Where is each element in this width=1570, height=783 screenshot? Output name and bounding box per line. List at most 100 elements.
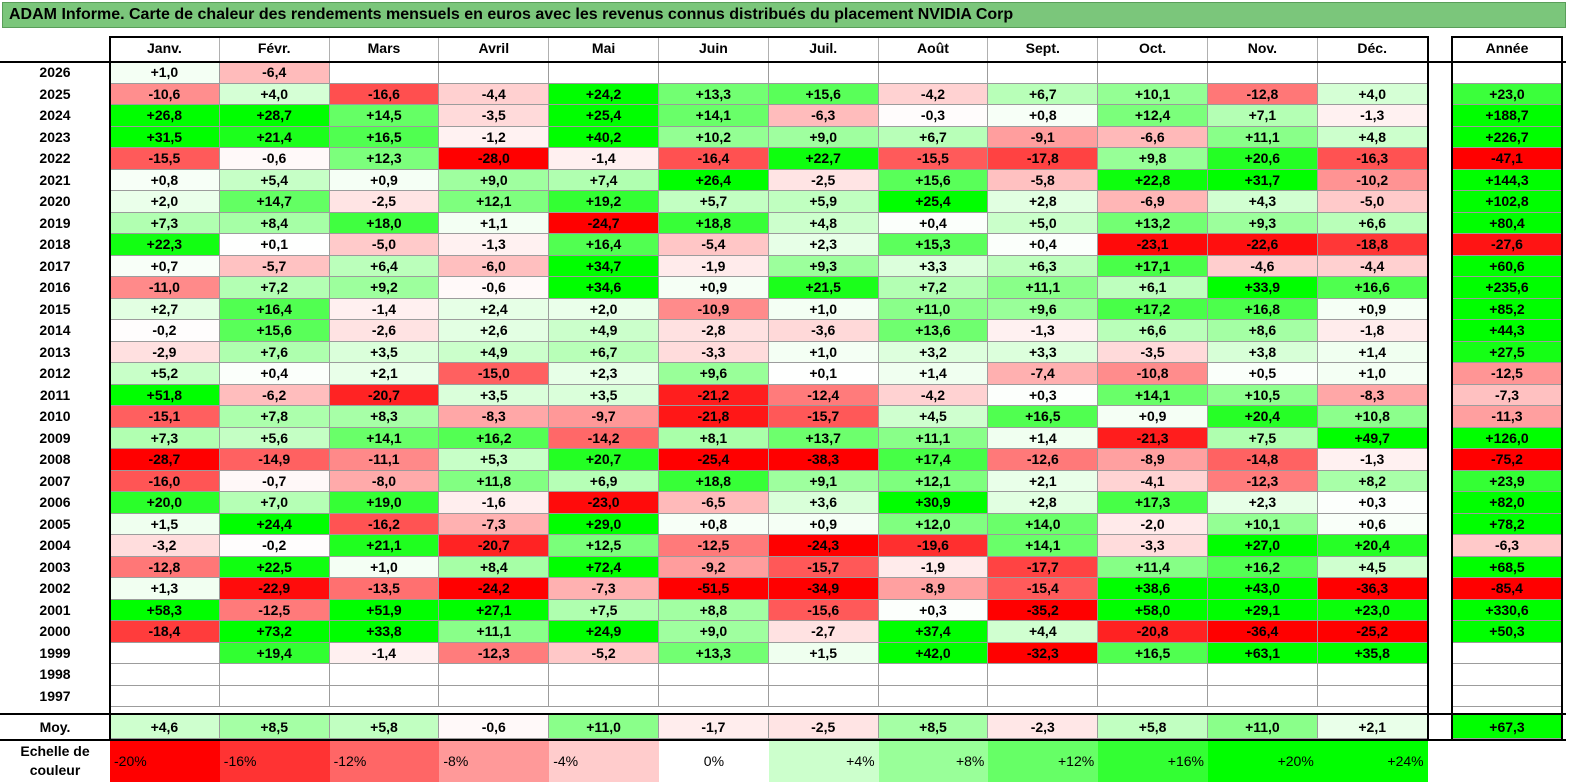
heatmap-cell	[329, 62, 440, 84]
annual-cell	[1452, 664, 1562, 686]
heatmap-cell: -7,3	[439, 513, 550, 535]
heatmap-cell: -8,3	[439, 406, 550, 428]
heatmap-cell: +0,1	[219, 234, 330, 256]
heatmap-cell: +20,7	[549, 449, 659, 471]
heatmap-cell: +3,2	[878, 341, 989, 363]
heatmap-cell: +1,3	[110, 578, 220, 600]
heatmap-cell: -14,2	[549, 427, 659, 449]
month-header: Janv.	[110, 37, 220, 61]
heatmap-cell: +25,4	[878, 191, 989, 213]
heatmap-cell: -0,6	[439, 277, 550, 299]
year-label: 2020	[39, 193, 71, 209]
color-scale-step: +4%	[768, 741, 879, 782]
average-divider-top	[0, 713, 1566, 715]
heatmap-cell: +0,3	[878, 599, 989, 621]
heatmap-cell: +0,1	[768, 363, 879, 385]
annual-cell: +60,6	[1452, 255, 1562, 277]
year-label: 2018	[39, 236, 71, 252]
heatmap-cell: +4,9	[439, 341, 550, 363]
heatmap-cell: +9,1	[768, 470, 879, 492]
annual-cell: +235,6	[1452, 277, 1562, 299]
heatmap-cell: +73,2	[219, 621, 330, 643]
year-label: 2014	[39, 322, 71, 338]
year-label: 2025	[39, 85, 71, 102]
heatmap-cell: +7,4	[549, 169, 659, 191]
heatmap-cell: -22,9	[219, 578, 330, 600]
heatmap-cell: +7,3	[110, 212, 220, 234]
report-title: ADAM Informe. Carte de chaleur des rende…	[2, 2, 1566, 28]
heatmap-cell: +58,0	[1098, 599, 1208, 621]
heatmap-cell: +20,4	[1317, 535, 1428, 557]
heatmap-cell: +22,7	[768, 148, 879, 170]
heatmap-cell: -15,5	[110, 148, 220, 170]
year-label: 2009	[39, 429, 71, 446]
heatmap-cell	[1208, 664, 1318, 686]
heatmap-cell: -1,4	[329, 298, 440, 320]
heatmap-cell: -32,3	[988, 642, 1099, 664]
heatmap-cell: +5,0	[988, 212, 1099, 234]
heatmap-cell: +23,0	[1317, 599, 1428, 621]
year-label: 1999	[39, 644, 71, 661]
heatmap-cell: +22,5	[219, 556, 330, 578]
heatmap-cell: +0,3	[988, 384, 1099, 406]
color-scale-label: Echelle de couleur	[20, 743, 90, 778]
heatmap-cell: +1,4	[988, 427, 1099, 449]
average-cell: +8,5	[878, 715, 989, 739]
heatmap-cell: +11,0	[878, 298, 989, 320]
annual-cell: +226,7	[1452, 126, 1562, 148]
heatmap-cell: +12,0	[878, 513, 989, 535]
heatmap-cell: +0,9	[659, 277, 769, 299]
heatmap-cell: +12,1	[439, 191, 550, 213]
heatmap-cell: +4,3	[1208, 191, 1318, 213]
heatmap-cell: -10,2	[1317, 169, 1428, 191]
heatmap-cell: +18,8	[659, 212, 769, 234]
heatmap-cell: +13,3	[659, 642, 769, 664]
heatmap-cell: +38,6	[1098, 578, 1208, 600]
heatmap-cell	[110, 642, 220, 664]
annual-cell: +102,8	[1452, 191, 1562, 213]
year-label: 2016	[39, 279, 71, 295]
heatmap-cell: +29,1	[1208, 599, 1318, 621]
heatmap-cell: +7,3	[110, 427, 220, 449]
heatmap-cell: +2,0	[549, 298, 659, 320]
heatmap-cell: -7,3	[549, 578, 659, 600]
year-label: 2005	[39, 515, 71, 532]
heatmap-cell: -2,9	[110, 341, 220, 363]
month-header: Mars	[330, 37, 440, 61]
color-scale-step: -4%	[549, 741, 659, 782]
heatmap-cell: +0,4	[988, 234, 1099, 256]
color-scale-step: -16%	[219, 741, 330, 782]
average-label: Moy.	[39, 719, 71, 735]
heatmap-cell: +2,3	[768, 234, 879, 256]
annual-cell: -47,1	[1452, 148, 1562, 170]
year-label: 2023	[39, 128, 71, 145]
heatmap-cell: +3,5	[439, 384, 550, 406]
heatmap-cell: +24,4	[219, 513, 330, 535]
heatmap-cell: -6,0	[439, 255, 550, 277]
heatmap-cell: -5,4	[659, 234, 769, 256]
heatmap-cell: -12,8	[110, 556, 220, 578]
annual-cell: -11,3	[1452, 406, 1562, 428]
heatmap-cell: -3,3	[1098, 535, 1208, 557]
heatmap-cell: -15,4	[988, 578, 1099, 600]
heatmap-cell: -5,8	[988, 169, 1099, 191]
heatmap-cell: +8,3	[329, 406, 440, 428]
heatmap-cell: +0,4	[878, 212, 989, 234]
heatmap-cell: +10,8	[1317, 406, 1428, 428]
heatmap-cell	[110, 664, 220, 686]
heatmap-cell: +3,3	[988, 341, 1099, 363]
heatmap-cell: -1,6	[439, 492, 550, 514]
heatmap-cell: -0,3	[878, 105, 989, 127]
heatmap-cell: -7,4	[988, 363, 1099, 385]
heatmap-cell: +8,2	[1317, 470, 1428, 492]
heatmap-cell: -35,2	[988, 599, 1099, 621]
heatmap-cell	[1317, 685, 1428, 707]
heatmap-cell	[549, 62, 659, 84]
heatmap-cell: -5,7	[219, 255, 330, 277]
heatmap-cell: -2,0	[1098, 513, 1208, 535]
heatmap-cell: -0,2	[110, 320, 220, 342]
heatmap-cell: +5,9	[768, 191, 879, 213]
average-divider-bottom	[0, 739, 1566, 741]
year-label: 1998	[39, 666, 71, 682]
annual-cell: -12,5	[1452, 363, 1562, 385]
